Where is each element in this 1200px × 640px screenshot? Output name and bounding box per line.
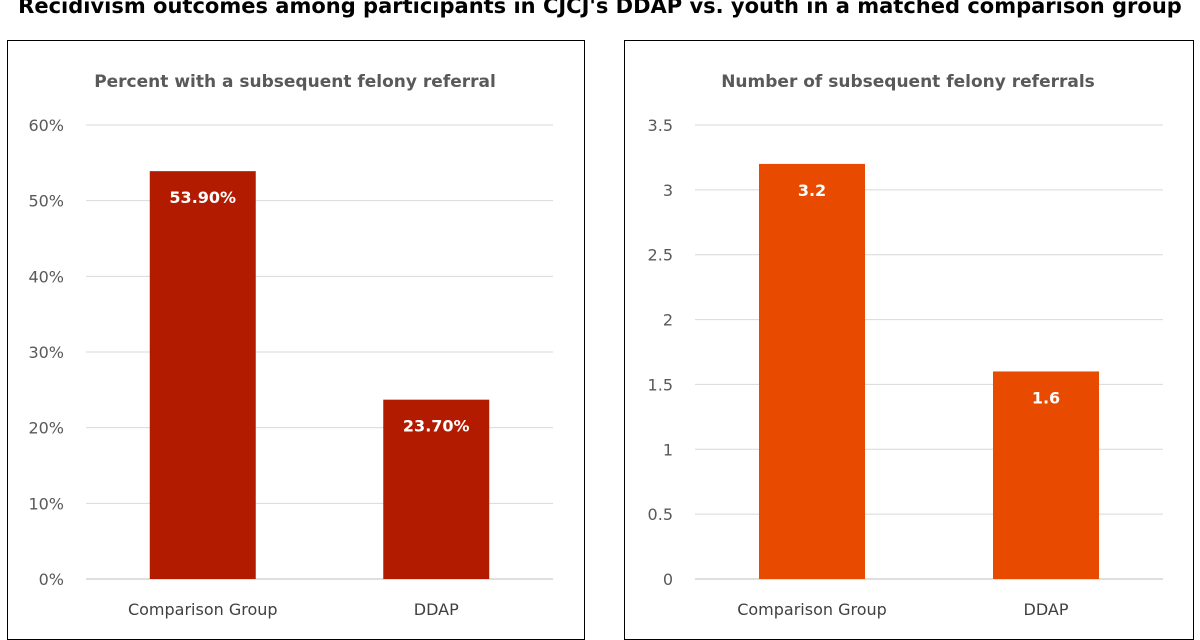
chart-panel-count: Number of subsequent felony referrals 0 0.…	[624, 40, 1194, 640]
page-title: Recidivism outcomes among participants i…	[18, 0, 1182, 18]
percent-category-label: Comparison Group	[128, 600, 278, 619]
count-y-tick-label: 0	[663, 570, 673, 589]
percent-bar	[383, 399, 490, 579]
count-bar-data-label: 3.2	[798, 181, 826, 200]
percent-y-tick-label: 20%	[28, 419, 64, 438]
count-bar	[759, 163, 865, 579]
count-category-label: Comparison Group	[737, 600, 887, 619]
percent-y-tick-label: 0%	[39, 570, 64, 589]
percent-bar	[149, 171, 256, 579]
percent-y-tick-label: 50%	[28, 192, 64, 211]
count-y-tick-label: 2	[663, 311, 673, 330]
count-y-tick-label: 3	[663, 181, 673, 200]
percent-bar-data-label: 53.90%	[169, 188, 236, 207]
count-y-tick-label: 2.5	[648, 246, 673, 265]
percent-y-tick-label: 60%	[28, 116, 64, 135]
count-chart-title: Number of subsequent felony referrals	[721, 72, 1095, 92]
percent-y-tick-label: 40%	[28, 267, 64, 286]
count-category-label: DDAP	[1024, 600, 1069, 619]
percent-bar-data-label: 23.70%	[403, 417, 470, 436]
percent-y-tick-label: 30%	[28, 343, 64, 362]
count-bar-data-label: 1.6	[1032, 388, 1060, 407]
count-y-tick-label: 3.5	[648, 116, 673, 135]
percent-chart-title: Percent with a subsequent felony referra…	[94, 72, 496, 92]
count-y-tick-label: 1	[663, 440, 673, 459]
chart-svg-count: Number of subsequent felony referrals 0 0.…	[648, 72, 1163, 619]
chart-panel-percent: Percent with a subsequent felony referra…	[7, 40, 585, 640]
percent-y-tick-label: 10%	[28, 494, 64, 513]
chart-svg-percent: Percent with a subsequent felony referra…	[28, 72, 553, 619]
percent-category-label: DDAP	[414, 600, 459, 619]
count-y-tick-label: 0.5	[648, 505, 673, 524]
count-y-tick-label: 1.5	[648, 375, 673, 394]
count-bar	[993, 371, 1099, 579]
